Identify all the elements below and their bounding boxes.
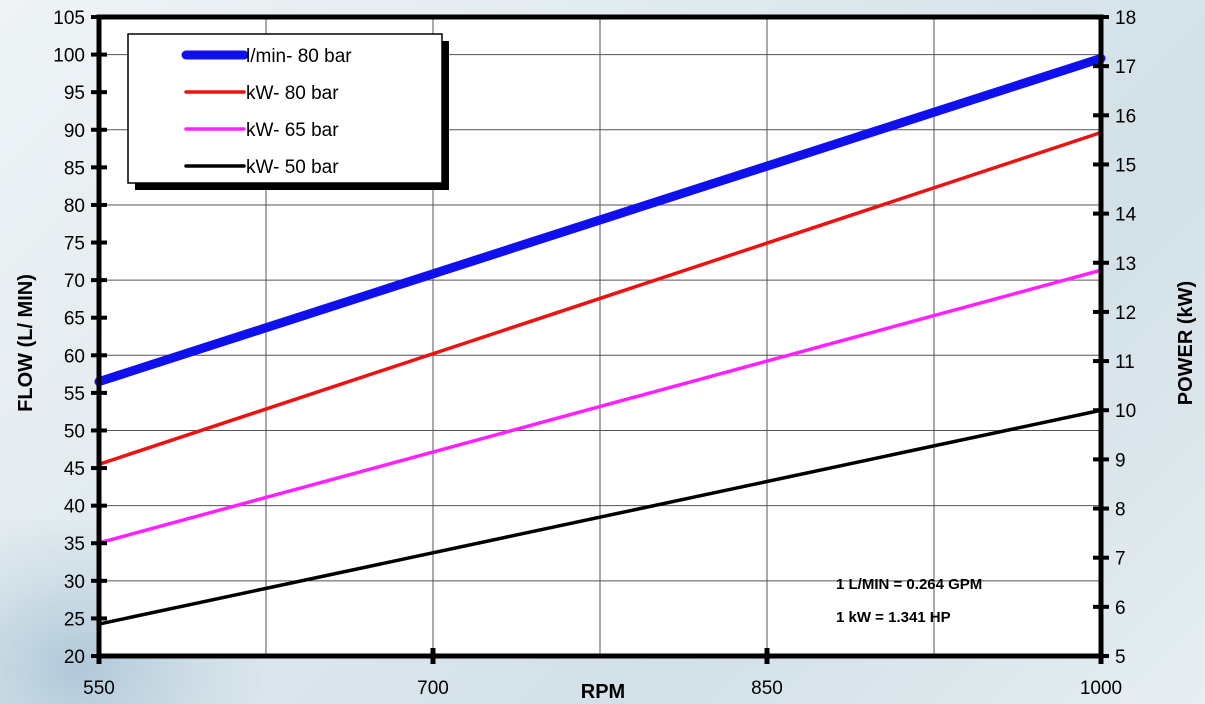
legend-label: kW- 80 bar [246,83,339,104]
left-tick-label: 55 [64,384,85,405]
right-tick-label: 15 [1115,155,1136,176]
x-tick-label: 700 [417,678,449,699]
left-tick-label: 30 [64,572,85,593]
legend-label: kW- 50 bar [246,157,339,178]
right-tick-label: 12 [1115,303,1136,324]
annotation-gpm: 1 L/MIN = 0.264 GPM [836,576,982,593]
left-tick-label: 100 [53,46,85,67]
right-tick-label: 10 [1115,401,1136,422]
right-tick-label: 18 [1115,8,1136,29]
series-line-2 [97,130,1103,467]
left-tick-label: 80 [64,196,85,217]
left-tick-label: 65 [64,309,85,330]
left-tick-label: 40 [64,497,85,518]
x-tick-label: 1000 [1080,678,1122,699]
left-tick-label: 105 [53,8,85,29]
x-axis-label: RPM [581,681,625,703]
x-tick-label: 550 [83,678,115,699]
right-tick-label: 9 [1115,450,1126,471]
right-axis-label: POWER (kW) [1175,281,1197,405]
legend: l/min- 80 bar kW- 80 bar kW- 65 bar kW- 50 … [127,33,449,190]
left-axis-label: FLOW (L/ MIN) [15,274,37,412]
left-tick-label: 95 [64,83,85,104]
left-tick-label: 60 [64,346,85,367]
right-tick-label: 16 [1115,106,1136,127]
left-tick-label: 35 [64,534,85,555]
annotation-hp: 1 kW = 1.341 HP [836,609,951,626]
left-tick-label: 50 [64,421,85,442]
plot-frame [96,14,1104,659]
legend-label: kW- 65 bar [246,120,339,141]
left-tick-label: 20 [64,647,85,668]
left-tick-label: 75 [64,234,85,255]
series-line-1 [94,53,1106,387]
right-tick-label: 8 [1115,500,1126,521]
right-tick-label: 13 [1115,254,1136,275]
series-line-4 [97,408,1103,626]
axis-ticks: 20 25 30 35 40 45 50 55 60 65 70 75 80 85 90 95 100 105 5 6… [53,8,1136,699]
left-tick-label: 70 [64,271,85,292]
right-tick-label: 14 [1115,205,1137,226]
legend-label: l/min- 80 bar [246,46,352,67]
right-tick-label: 7 [1115,549,1126,570]
left-tick-label: 90 [64,121,85,142]
left-tick-label: 45 [64,459,85,480]
series-lines [94,53,1106,626]
left-tick-label: 85 [64,158,85,179]
right-tick-label: 6 [1115,598,1126,619]
series-line-3 [97,268,1103,545]
right-tick-label: 17 [1115,57,1136,78]
left-tick-label: 25 [64,609,85,630]
x-tick-label: 850 [751,678,783,699]
legend-box [127,33,443,184]
right-tick-label: 11 [1115,352,1135,373]
right-tick-label: 5 [1115,647,1126,668]
